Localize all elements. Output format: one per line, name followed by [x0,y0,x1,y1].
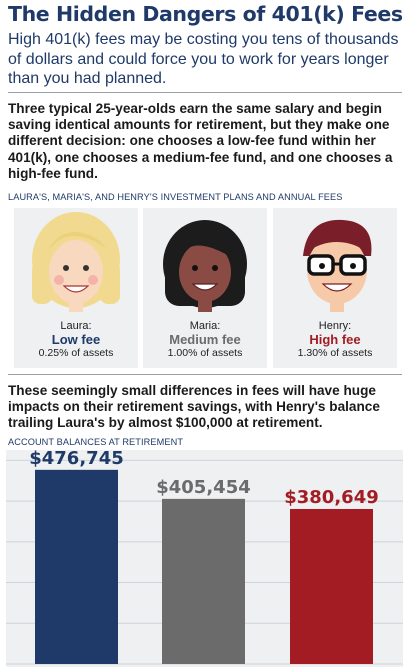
henry-avatar-icon [303,219,372,312]
person-name: Henry: [318,320,352,332]
maria-avatar-icon [163,220,247,312]
fee-level: High fee [309,332,361,347]
person-card-henry: Henry: High fee 1.30% of assets [273,208,397,368]
laura-avatar-icon [32,212,120,312]
fee-percent: 1.00% of assets [167,347,243,359]
bar-value-label: $380,649 [284,487,379,508]
plans-label: LAURA'S, MARIA'S, AND HENRY'S INVESTMENT… [8,192,343,202]
bar-maria [162,498,245,664]
bar-value-label: $405,454 [156,477,251,498]
summary-text: These seemingly small differences in fee… [8,383,380,431]
fee-percent: 1.30% of assets [297,347,373,359]
bar-henry [290,508,373,664]
person-card-laura: Laura: Low fee 0.25% of assets [14,208,138,368]
chart-label: ACCOUNT BALANCES AT RETIREMENT [8,437,184,447]
divider [8,92,402,93]
person-card-maria: Maria: Medium fee 1.00% of assets [143,208,267,368]
fee-percent: 0.25% of assets [38,347,114,359]
fee-level: Low fee [51,332,101,347]
page-title: The Hidden Dangers of 401(k) Fees [8,2,403,26]
person-name: Laura: [60,320,92,332]
intro-text: Three typical 25-year-olds earn the same… [8,101,393,181]
page-subtitle: High 401(k) fees may be costing you tens… [8,31,399,87]
divider [8,374,402,375]
bar-value-label: $476,745 [29,448,124,469]
person-name: Maria: [189,320,221,332]
bar-laura [35,469,118,664]
fee-level: Medium fee [169,332,241,347]
